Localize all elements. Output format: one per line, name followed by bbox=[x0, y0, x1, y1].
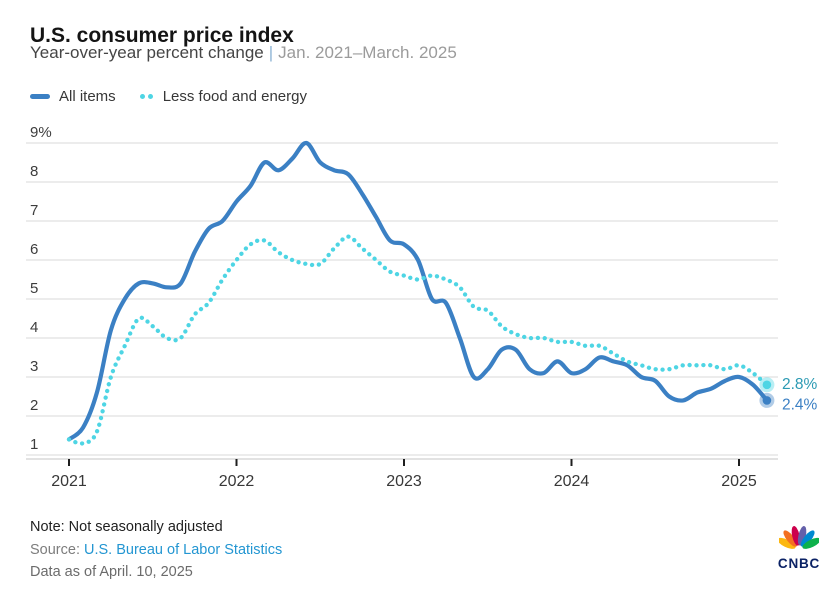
cnbc-peacock-icon bbox=[777, 526, 821, 549]
legend-item-all-items: All items bbox=[30, 88, 116, 105]
legend-label: Less food and energy bbox=[162, 88, 307, 105]
chart-legend: All items Less food and energy bbox=[30, 88, 307, 105]
page-title: U.S. consumer price index bbox=[30, 24, 294, 48]
subtitle-separator: | bbox=[268, 43, 274, 62]
source-link[interactable]: U.S. Bureau of Labor Statistics bbox=[84, 541, 283, 558]
x-axis-label: 2021 bbox=[51, 473, 87, 490]
endpoint-dot bbox=[762, 396, 772, 405]
peacock-feather bbox=[777, 537, 796, 549]
y-axis-label: 5 bbox=[30, 280, 38, 297]
source-label: Source: bbox=[30, 541, 80, 558]
y-axis-label: 7 bbox=[30, 202, 38, 219]
series-line-all-items bbox=[66, 140, 769, 442]
line-chart-plot-area: 9% 8 7 6 5 4 3 2 1 2021 2022 2023 2024 2025 2.4% 2.8% bbox=[26, 124, 818, 490]
y-axis-label: 3 bbox=[30, 358, 38, 375]
solid-line-swatch-icon bbox=[30, 94, 50, 99]
endpoint-dot bbox=[762, 380, 772, 390]
series-end-label: 2.8% bbox=[782, 376, 818, 393]
peacock-feather bbox=[800, 530, 815, 547]
y-axis-label: 4 bbox=[30, 319, 38, 336]
data-as-of-text: Data as of April. 10, 2025 bbox=[30, 564, 193, 580]
y-axis-label: 1 bbox=[30, 436, 38, 453]
y-axis-label: 6 bbox=[30, 241, 38, 258]
y-axis-label: 2 bbox=[30, 397, 38, 414]
cnbc-logo: CNBC bbox=[771, 524, 827, 571]
dotted-line-swatch-icon bbox=[139, 94, 153, 99]
series-line-less-food-and-energy bbox=[66, 234, 770, 446]
legend-item-core: Less food and energy bbox=[139, 88, 307, 105]
subtitle-measure: Year-over-year percent change bbox=[30, 43, 264, 62]
cnbc-logo-text: CNBC bbox=[777, 556, 821, 571]
source-line: Source: U.S. Bureau of Labor Statistics bbox=[30, 539, 282, 562]
series-end-label: 2.4% bbox=[782, 396, 818, 413]
subtitle-date-range: Jan. 2021–March. 2025 bbox=[278, 43, 457, 62]
note-text: Note: Not seasonally adjusted bbox=[30, 519, 223, 535]
peacock-feather bbox=[783, 530, 798, 547]
x-axis-label: 2024 bbox=[554, 473, 590, 490]
peacock-feather bbox=[802, 537, 821, 549]
chart-subtitle: Year-over-year percent change | Jan. 2021–… bbox=[30, 43, 457, 63]
x-axis-label: 2025 bbox=[721, 473, 757, 490]
y-axis-label: 8 bbox=[30, 163, 38, 180]
x-axis-label: 2023 bbox=[386, 473, 422, 490]
x-axis-label: 2022 bbox=[219, 473, 255, 490]
legend-label: All items bbox=[59, 88, 116, 105]
y-axis-label: 9% bbox=[30, 124, 52, 141]
chart-footer: Note: Not seasonally adjusted Source: U.… bbox=[30, 516, 282, 584]
